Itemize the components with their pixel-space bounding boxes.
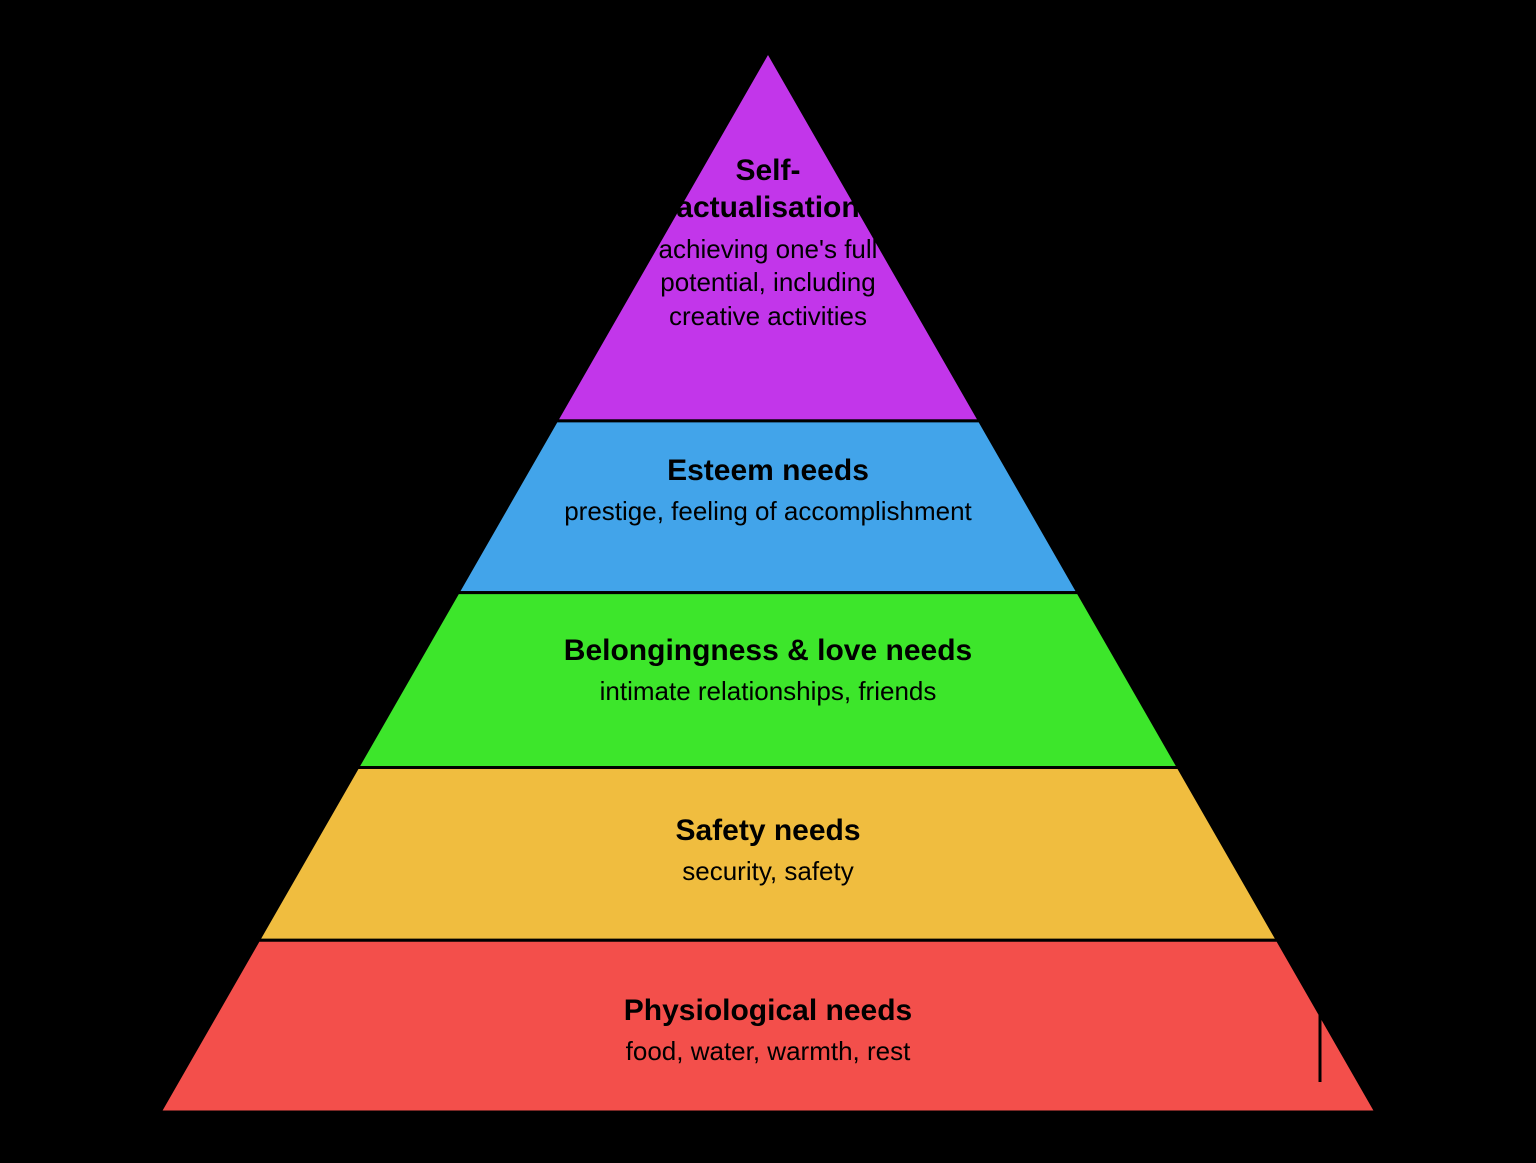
pyramid-level-physiological (160, 940, 1376, 1112)
bracket-self-fulfilment (1010, 212, 1050, 352)
pyramid-level-self-actualisation (556, 52, 979, 421)
pyramid-level-esteem (458, 420, 1078, 592)
pyramid-level-belongingness (358, 592, 1179, 767)
pyramid-svg (140, 32, 1396, 1132)
pyramid-level-safety (258, 767, 1277, 940)
pyramid-diagram: Self-actualisationachieving one's full p… (140, 32, 1396, 1132)
